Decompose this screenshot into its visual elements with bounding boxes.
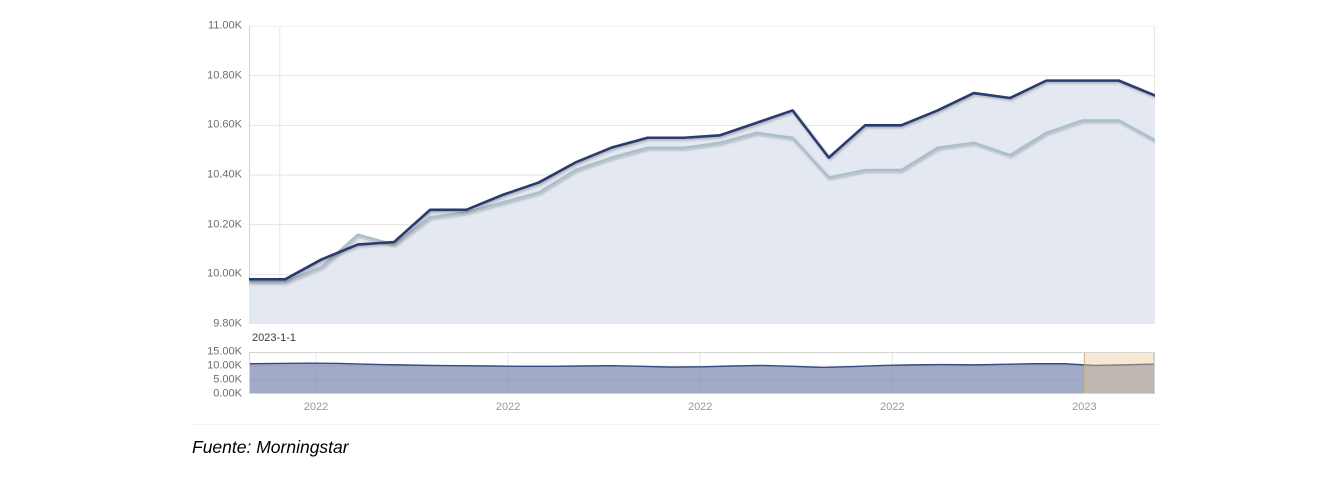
main-y-axis-label: 10.40K (207, 168, 242, 181)
x-axis-label: 2022 (687, 401, 713, 413)
navigator-y-axis-label: 15.00K (207, 345, 242, 358)
x-axis-label: 2022 (880, 401, 905, 413)
navigator-y-axis-label: 10.00K (207, 359, 242, 372)
main-chart-plot-area[interactable] (249, 26, 1155, 324)
navigator-selected-range[interactable] (1083, 352, 1155, 394)
navigator-area-fill[interactable] (249, 363, 1155, 394)
main-y-axis-label: 10.20K (207, 218, 242, 231)
navigator-chart[interactable] (249, 352, 1155, 394)
main-y-axis-label: 10.60K (207, 118, 242, 131)
series-line-benchmark-light-blue[interactable] (249, 119, 1155, 283)
navigator-border (249, 352, 1155, 394)
series-line-fund-dark-navy[interactable] (249, 79, 1155, 281)
bottom-divider (190, 424, 1162, 425)
navigator-y-axis-label: 5.00K (213, 373, 242, 386)
main-y-axis-label: 10.80K (207, 69, 242, 82)
source-attribution: Fuente: Morningstar (192, 437, 349, 457)
navigator-y-axis-label: 0.00K (213, 387, 242, 400)
main-y-axis-label: 11.00K (207, 19, 242, 32)
main-y-axis-label: 10.00K (207, 267, 242, 280)
x-axis-label: 2022 (495, 401, 521, 413)
series-area-fill (249, 80, 1155, 324)
main-y-axis-label: 9.80K (213, 317, 242, 330)
x-axis-label: 2023 (1072, 401, 1097, 413)
navigator-line (249, 362, 1155, 369)
x-axis-label: 2022 (303, 401, 329, 413)
x-axis-start-date-label: 2023-1-1 (252, 332, 297, 344)
